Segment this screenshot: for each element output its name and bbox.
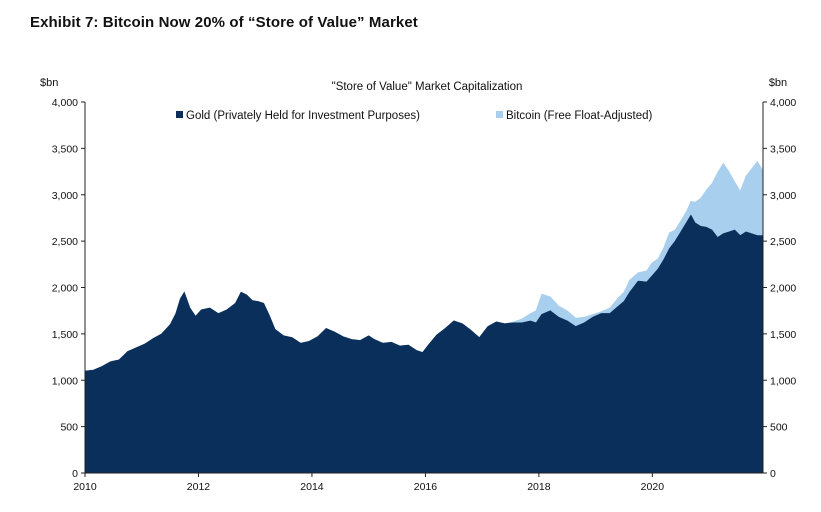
right-y-tick-label: 3,500: [770, 143, 796, 155]
legend-label-bitcoin: Bitcoin (Free Float-Adjusted): [506, 110, 653, 122]
chart-title: "Store of Value" Market Capitalization: [332, 81, 523, 93]
axis-layer: 0 0 500 500 1,000 1,000 1,500 1,500 2,000 2,000 2,…: [52, 97, 797, 493]
left-y-tick-label: 1,500: [52, 329, 78, 341]
legend-label-gold: Gold (Privately Held for Investment Purp…: [186, 110, 420, 122]
left-y-tick-label: 3,000: [52, 190, 78, 202]
x-tick-label: 2016: [414, 481, 438, 493]
left-axis-unit: $bn: [40, 77, 58, 89]
left-y-tick-label: 4,000: [52, 97, 78, 109]
right-y-tick-label: 2,500: [770, 236, 796, 248]
right-y-tick-label: 500: [770, 422, 788, 434]
legend-swatch-gold: [176, 111, 183, 118]
left-y-tick-label: 500: [60, 422, 78, 434]
left-y-tick-label: 3,500: [52, 143, 78, 155]
area-gold: [84, 214, 764, 474]
right-axis-unit: $bn: [769, 77, 787, 89]
right-y-tick-label: 3,000: [770, 190, 796, 202]
right-y-tick-label: 1,000: [770, 375, 796, 387]
x-tick-label: 2018: [527, 481, 551, 493]
right-y-tick-label: 2,000: [770, 283, 796, 295]
x-tick-label: 2020: [641, 481, 665, 493]
left-y-tick-label: 0: [72, 468, 78, 480]
right-y-tick-label: 1,500: [770, 329, 796, 341]
x-tick-label: 2010: [73, 481, 97, 493]
legend-swatch-bitcoin: [496, 111, 503, 118]
left-y-tick-label: 2,500: [52, 236, 78, 248]
left-y-tick-label: 2,000: [52, 283, 78, 295]
legend: Gold (Privately Held for Investment Purp…: [176, 110, 653, 122]
x-tick-label: 2014: [300, 481, 324, 493]
exhibit-title: Exhibit 7: Bitcoin Now 20% of “Store of …: [30, 14, 418, 31]
right-y-tick-label: 4,000: [770, 97, 796, 109]
x-tick-label: 2012: [187, 481, 211, 493]
plot-layer: [84, 160, 764, 474]
left-y-tick-label: 1,000: [52, 375, 78, 387]
right-y-tick-label: 0: [770, 468, 776, 480]
